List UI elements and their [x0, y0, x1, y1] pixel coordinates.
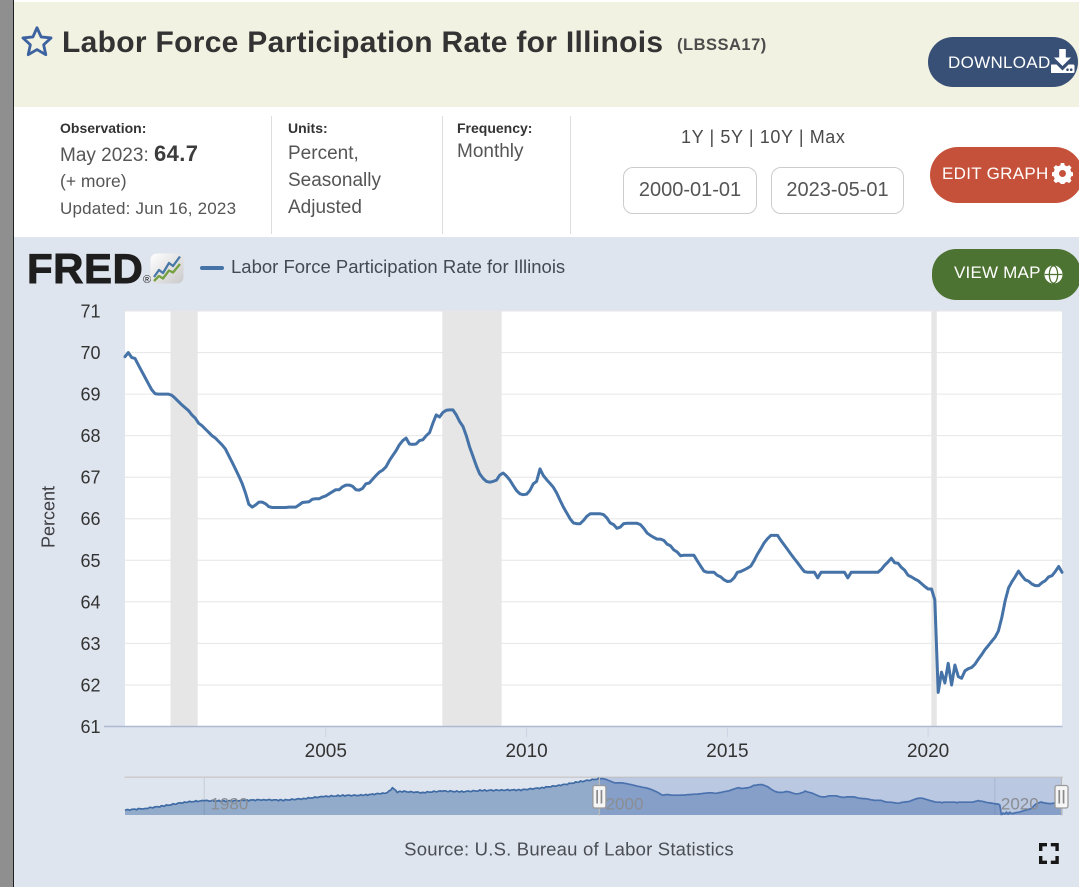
svg-text:61: 61 [80, 717, 100, 737]
svg-text:71: 71 [80, 302, 100, 322]
svg-text:2015: 2015 [706, 741, 748, 762]
svg-text:65: 65 [80, 551, 100, 571]
svg-text:2020: 2020 [1001, 795, 1039, 814]
svg-text:Percent: Percent [39, 486, 59, 548]
svg-text:62: 62 [80, 676, 100, 696]
svg-text:64: 64 [80, 592, 100, 612]
svg-text:68: 68 [80, 426, 100, 446]
svg-text:66: 66 [80, 509, 100, 529]
svg-text:2010: 2010 [505, 741, 547, 762]
svg-text:63: 63 [80, 634, 100, 654]
svg-text:2020: 2020 [907, 741, 949, 762]
svg-text:2005: 2005 [305, 741, 347, 762]
svg-text:70: 70 [80, 343, 100, 363]
svg-text:1980: 1980 [211, 795, 249, 814]
svg-text:67: 67 [80, 468, 100, 488]
svg-text:69: 69 [80, 385, 100, 405]
svg-text:2000: 2000 [606, 795, 644, 814]
svg-text:Source: U.S. Bureau of Labor S: Source: U.S. Bureau of Labor Statistics [404, 839, 734, 860]
